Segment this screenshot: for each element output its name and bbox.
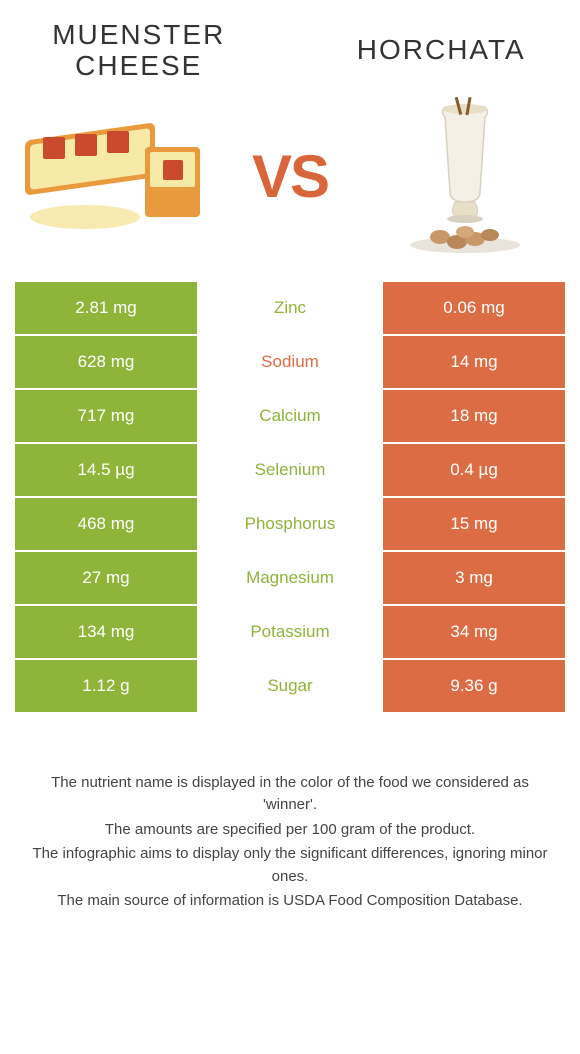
right-food-image [365, 102, 565, 252]
footnote-line: The infographic aims to display only the… [25, 843, 555, 888]
images-row: VS [15, 102, 565, 252]
nutrient-label: Potassium [199, 606, 381, 658]
right-value: 0.06 mg [383, 282, 565, 334]
left-food-title: Muenster cheese [15, 20, 263, 82]
nutrient-label: Magnesium [199, 552, 381, 604]
footnote-line: The main source of information is USDA F… [25, 890, 555, 913]
left-value: 2.81 mg [15, 282, 197, 334]
right-value: 15 mg [383, 498, 565, 550]
vs-label: VS [252, 142, 328, 211]
nutrient-row: 2.81 mgZinc0.06 mg [15, 282, 565, 334]
left-value: 14.5 µg [15, 444, 197, 496]
nutrient-table: 2.81 mgZinc0.06 mg628 mgSodium14 mg717 m… [15, 282, 565, 712]
left-value: 134 mg [15, 606, 197, 658]
nutrient-label: Calcium [199, 390, 381, 442]
footnotes: The nutrient name is displayed in the co… [15, 772, 565, 913]
nutrient-row: 14.5 µgSelenium0.4 µg [15, 444, 565, 496]
left-value: 468 mg [15, 498, 197, 550]
left-value: 27 mg [15, 552, 197, 604]
horchata-icon [385, 97, 545, 257]
left-food-image [15, 102, 215, 252]
nutrient-label: Sodium [199, 336, 381, 388]
nutrient-row: 1.12 gSugar9.36 g [15, 660, 565, 712]
nutrient-row: 27 mgMagnesium3 mg [15, 552, 565, 604]
footnote-line: The amounts are specified per 100 gram o… [25, 819, 555, 842]
right-value: 9.36 g [383, 660, 565, 712]
nutrient-row: 717 mgCalcium18 mg [15, 390, 565, 442]
footnote-line: The nutrient name is displayed in the co… [25, 772, 555, 817]
nutrient-label: Phosphorus [199, 498, 381, 550]
left-value: 717 mg [15, 390, 197, 442]
left-value: 628 mg [15, 336, 197, 388]
nutrient-row: 468 mgPhosphorus15 mg [15, 498, 565, 550]
nutrient-row: 134 mgPotassium34 mg [15, 606, 565, 658]
nutrient-label: Sugar [199, 660, 381, 712]
cheese-icon [15, 112, 215, 242]
right-value: 14 mg [383, 336, 565, 388]
nutrient-row: 628 mgSodium14 mg [15, 336, 565, 388]
left-value: 1.12 g [15, 660, 197, 712]
right-food-title: Horchata [318, 35, 566, 66]
nutrient-label: Selenium [199, 444, 381, 496]
nutrient-label: Zinc [199, 282, 381, 334]
right-value: 3 mg [383, 552, 565, 604]
right-value: 0.4 µg [383, 444, 565, 496]
header-row: Muenster cheese Horchata [15, 20, 565, 82]
right-value: 34 mg [383, 606, 565, 658]
right-value: 18 mg [383, 390, 565, 442]
